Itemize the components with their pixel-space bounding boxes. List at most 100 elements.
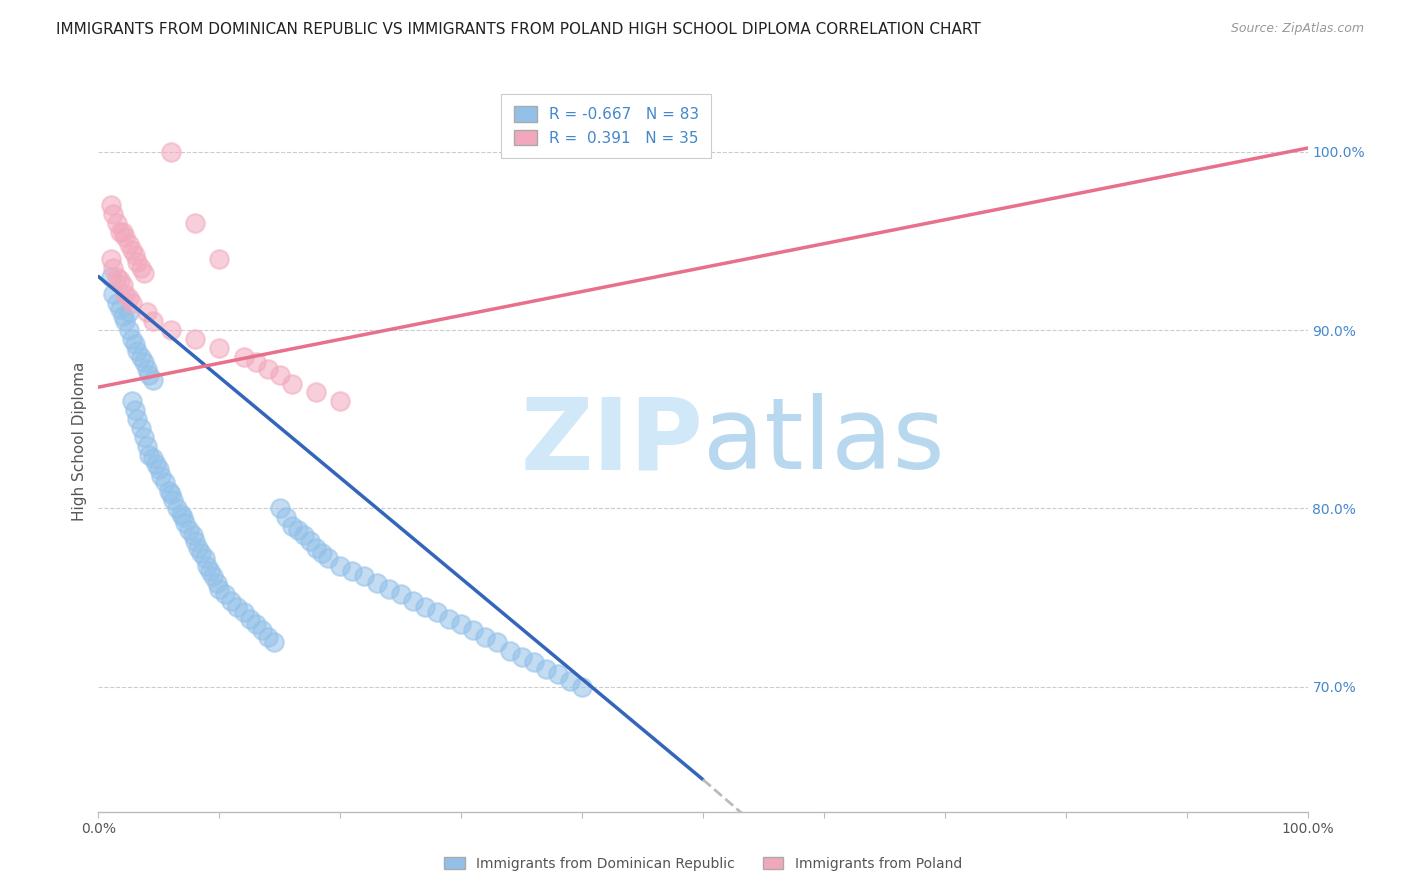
Point: [184, 533, 207, 548]
Point: [198, 564, 221, 578]
Point: [281, 519, 304, 533]
Point: [311, 546, 333, 560]
Point: [174, 516, 197, 530]
Point: [124, 403, 146, 417]
Point: [281, 376, 304, 391]
Point: [114, 230, 136, 244]
Point: [523, 655, 546, 669]
Point: [118, 291, 141, 305]
Point: [108, 225, 131, 239]
Point: [135, 439, 157, 453]
Point: [129, 260, 152, 275]
Point: [389, 587, 412, 601]
Point: [114, 287, 136, 301]
Point: [202, 569, 225, 583]
Point: [184, 216, 207, 230]
Point: [498, 644, 520, 658]
Point: [172, 510, 194, 524]
Point: [150, 469, 173, 483]
Point: [329, 558, 352, 573]
Point: [377, 582, 399, 596]
Point: [160, 145, 183, 159]
Point: [105, 216, 128, 230]
Y-axis label: High School Diploma: High School Diploma: [72, 362, 87, 521]
Point: [166, 501, 188, 516]
Point: [100, 252, 122, 266]
Point: [205, 576, 228, 591]
Point: [353, 569, 375, 583]
Point: [208, 252, 231, 266]
Text: IMMIGRANTS FROM DOMINICAN REPUBLIC VS IMMIGRANTS FROM POLAND HIGH SCHOOL DIPLOMA: IMMIGRANTS FROM DOMINICAN REPUBLIC VS IM…: [56, 22, 981, 37]
Point: [101, 207, 124, 221]
Point: [127, 255, 149, 269]
Point: [287, 523, 309, 537]
Point: [366, 576, 388, 591]
Text: atlas: atlas: [703, 393, 945, 490]
Point: [142, 373, 165, 387]
Point: [256, 630, 278, 644]
Point: [274, 510, 297, 524]
Point: [169, 507, 191, 521]
Point: [292, 528, 315, 542]
Point: [134, 266, 156, 280]
Point: [239, 612, 262, 626]
Point: [474, 630, 496, 644]
Point: [208, 582, 231, 596]
Point: [101, 260, 124, 275]
Point: [426, 605, 449, 619]
Point: [221, 594, 243, 608]
Text: Source: ZipAtlas.com: Source: ZipAtlas.com: [1230, 22, 1364, 36]
Point: [101, 287, 124, 301]
Point: [142, 314, 165, 328]
Point: [100, 269, 122, 284]
Point: [142, 451, 165, 466]
Point: [187, 541, 209, 555]
Point: [129, 350, 152, 364]
Point: [118, 237, 141, 252]
Point: [100, 198, 122, 212]
Point: [135, 362, 157, 376]
Point: [463, 623, 485, 637]
Point: [184, 332, 207, 346]
Point: [208, 341, 231, 355]
Point: [121, 243, 143, 257]
Point: [134, 430, 156, 444]
Point: [232, 605, 254, 619]
Point: [108, 273, 131, 287]
Point: [305, 541, 328, 555]
Point: [316, 551, 339, 566]
Point: [105, 269, 128, 284]
Point: [250, 623, 273, 637]
Point: [214, 587, 236, 601]
Point: [299, 533, 322, 548]
Point: [111, 225, 134, 239]
Point: [138, 448, 160, 462]
Point: [226, 599, 249, 614]
Point: [510, 649, 533, 664]
Point: [181, 528, 204, 542]
Point: [534, 662, 557, 676]
Legend: R = -0.667   N = 83, R =  0.391   N = 35: R = -0.667 N = 83, R = 0.391 N = 35: [502, 94, 711, 158]
Point: [162, 492, 184, 507]
Point: [118, 305, 141, 319]
Point: [153, 475, 176, 489]
Point: [114, 314, 136, 328]
Point: [127, 412, 149, 426]
Point: [160, 323, 183, 337]
Text: ZIP: ZIP: [520, 393, 703, 490]
Point: [571, 680, 593, 694]
Point: [269, 368, 291, 382]
Point: [342, 564, 364, 578]
Point: [305, 385, 328, 400]
Point: [157, 483, 180, 498]
Point: [121, 394, 143, 409]
Point: [134, 355, 156, 369]
Point: [118, 323, 141, 337]
Point: [269, 501, 291, 516]
Point: [547, 667, 569, 681]
Point: [111, 309, 134, 323]
Point: [111, 278, 134, 293]
Point: [124, 337, 146, 351]
Point: [450, 617, 472, 632]
Point: [148, 462, 170, 476]
